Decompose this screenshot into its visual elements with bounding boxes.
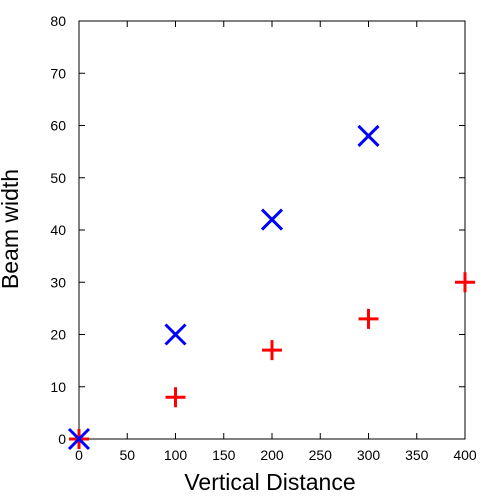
y-tick-label: 30 [50,274,66,290]
y-tick-label: 60 [50,118,66,134]
cross-point [357,124,380,148]
x-tick-label: 200 [260,447,284,463]
plus-point [455,272,475,293]
data-points [67,124,475,451]
plus-point [262,340,282,361]
x-tick-label: 300 [357,447,381,463]
x-tick-label: 150 [212,447,236,463]
axis-ticks [78,20,466,440]
x-tick-label: 350 [405,447,429,463]
y-tick-label: 70 [50,65,66,81]
y-axis-title: Beam width [0,169,23,289]
y-tick-label: 80 [50,13,66,29]
plus-point [165,387,186,408]
cross-point [164,323,187,346]
x-tick-labels: 0 50 100 150 200 250 300 350 400 [75,447,477,463]
x-tick-label: 50 [119,447,135,463]
y-tick-label: 10 [50,379,66,395]
x-tick-label: 0 [75,447,83,463]
x-axis-title: Vertical Distance [184,469,355,495]
y-tick-label: 40 [50,222,66,238]
y-tick-label: 20 [50,327,66,343]
y-tick-labels: 0 10 20 30 40 50 60 70 80 [50,13,66,447]
y-tick-label: 0 [58,431,66,447]
x-tick-label: 100 [164,447,188,463]
x-tick-label: 400 [453,447,477,463]
cross-point [260,208,284,231]
x-tick-label: 250 [309,447,333,463]
cross-point [67,427,91,451]
plus-point [358,308,379,329]
y-tick-label: 50 [50,170,66,186]
plot-frame [78,20,466,440]
